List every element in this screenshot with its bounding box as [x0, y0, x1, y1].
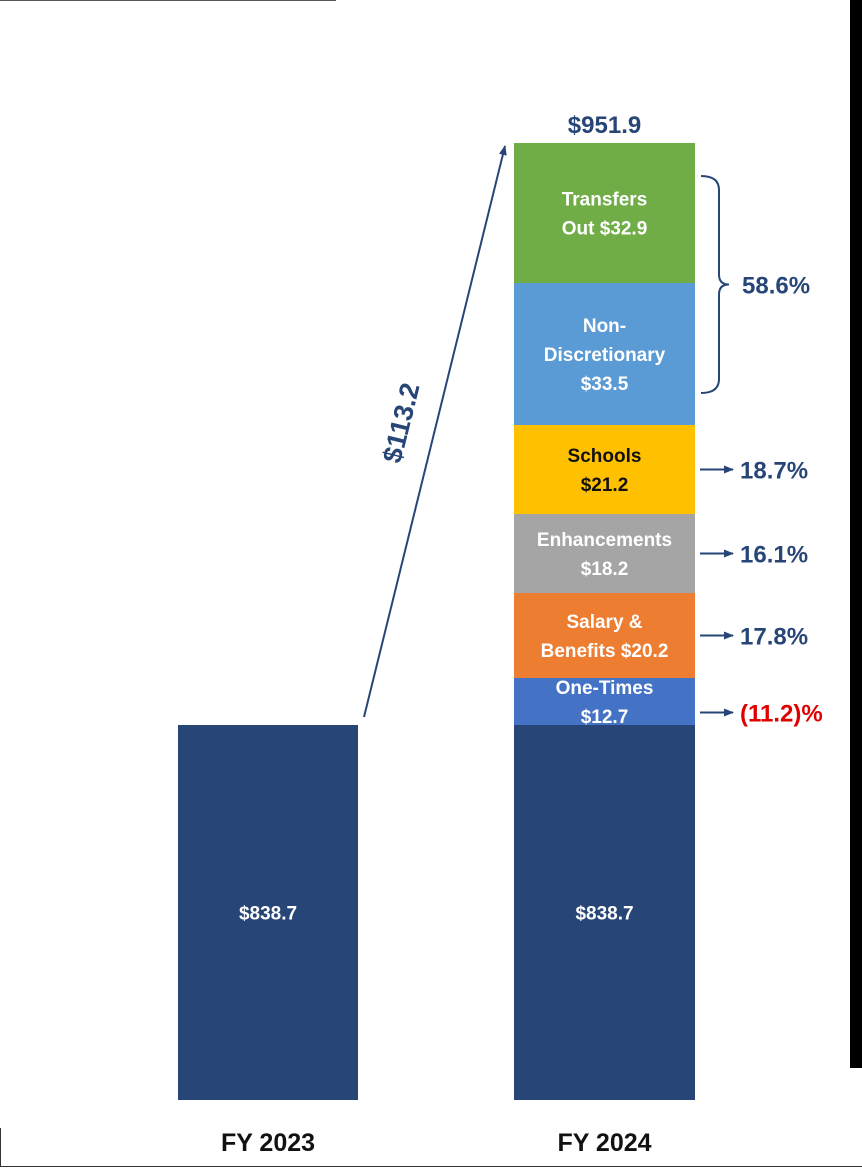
segment-label-non-discretionary: Discretionary: [544, 345, 666, 366]
segment-one-times: [514, 678, 695, 725]
segment-transfers-out: [514, 143, 695, 283]
segment-label-salary-benefits: Salary &: [566, 612, 642, 633]
segment-label-salary-benefits: Benefits $20.2: [541, 641, 669, 662]
segment-label-schools: Schools: [568, 446, 642, 467]
segment-label-enhancements: $18.2: [581, 559, 629, 580]
category-label-fy-2024: FY 2024: [557, 1129, 651, 1157]
segment-label-one-times: One-Times: [556, 678, 654, 699]
pct-label-schools: 18.7%: [740, 458, 808, 485]
segment-label-one-times: $12.7: [581, 707, 629, 728]
segment-label-schools: $21.2: [581, 475, 629, 496]
pct-brace-non-discretionary-transfers-out: [700, 175, 730, 394]
bar-fy-2023-base: [178, 725, 358, 1100]
bar-fy-2024-base: [514, 725, 695, 1100]
pct-label-enhancements: 16.1%: [740, 542, 808, 569]
segment-enhancements: [514, 514, 695, 593]
segment-non-discretionary: [514, 283, 695, 425]
segment-label-enhancements: Enhancements: [537, 530, 672, 551]
total-label: $951.9: [568, 112, 641, 139]
segment-label-non-discretionary: $33.5: [581, 374, 629, 395]
bar-fy-2023-base-label: $838.7: [239, 904, 297, 925]
pct-label-salary-benefits: 17.8%: [740, 624, 808, 651]
segment-label-transfers-out: Transfers: [562, 190, 648, 211]
top-left-rule: [0, 0, 336, 1]
segment-label-non-discretionary: Non-: [583, 316, 626, 337]
segment-salary-benefits: [514, 593, 695, 678]
increase-label: $113.2: [377, 380, 426, 466]
bar-fy-2024-base-label: $838.7: [575, 904, 633, 925]
bottom-rule: [0, 1166, 862, 1167]
segment-label-transfers-out: Out $32.9: [562, 219, 648, 240]
increase-arrow: [363, 145, 507, 718]
left-edge-rule: [0, 1128, 1, 1166]
pct-label-one-times: (11.2)%: [740, 701, 823, 728]
segment-schools: [514, 425, 695, 514]
right-edge-bar: [850, 0, 862, 1068]
category-label-fy-2023: FY 2023: [221, 1129, 315, 1157]
pct-label-non-discretionary-transfers-out: 58.6%: [742, 273, 810, 300]
